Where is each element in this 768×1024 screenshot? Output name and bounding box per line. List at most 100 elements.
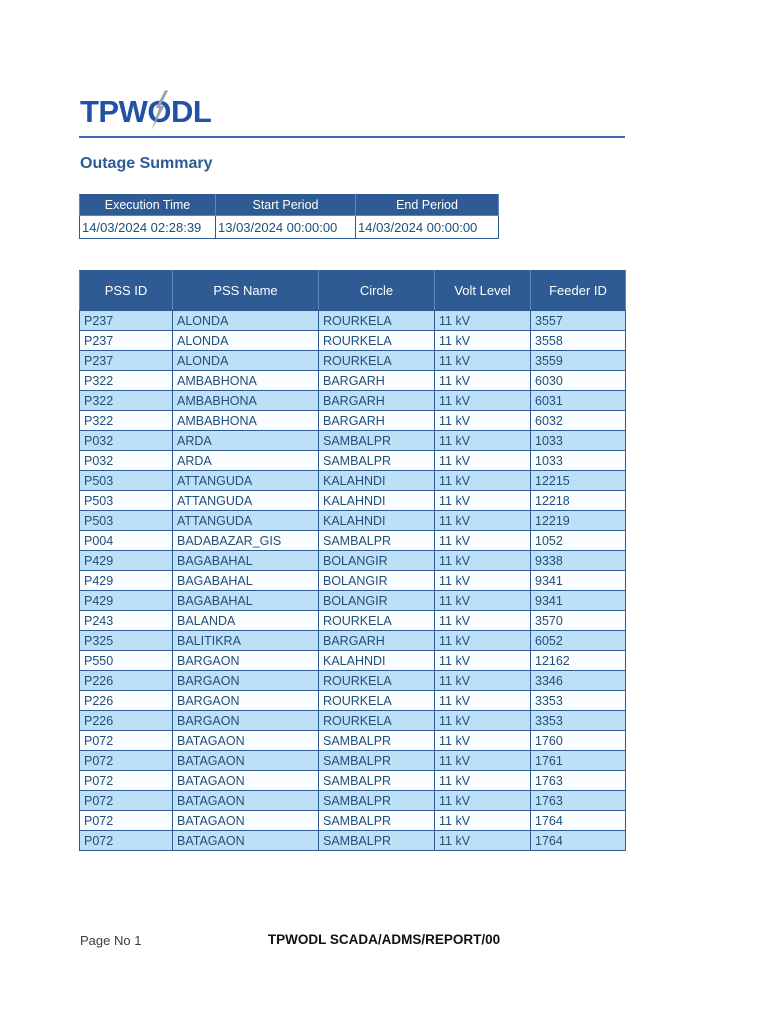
cell-circle: BOLANGIR [318,550,435,571]
logo-text-left: TPW [80,94,148,129]
cell-volt-level: 11 kV [434,750,531,771]
cell-pss-name: BALANDA [172,610,319,631]
cell-pss-id: P322 [79,370,173,391]
cell-pss-id: P550 [79,650,173,671]
cell-pss-name: BARGAON [172,670,319,691]
table-row: P032 ARDA SAMBALPR 11 kV 1033 [79,430,626,451]
cell-volt-level: 11 kV [434,450,531,471]
cell-volt-level: 11 kV [434,670,531,691]
exec-col-start-period: Start Period [215,194,356,216]
table-row: P237 ALONDA ROURKELA 11 kV 3558 [79,330,626,351]
cell-pss-name: BATAGAON [172,830,319,851]
table-row: P072 BATAGAON SAMBALPR 11 kV 1761 [79,750,626,771]
cell-pss-id: P237 [79,350,173,371]
exec-col-execution-time: Execution Time [79,194,216,216]
cell-pss-name: BATAGAON [172,770,319,791]
cell-pss-name: ATTANGUDA [172,490,319,511]
col-header-pss-name: PSS Name [172,270,319,311]
col-header-volt-level: Volt Level [434,270,531,311]
cell-volt-level: 11 kV [434,410,531,431]
cell-pss-name: BARGAON [172,710,319,731]
table-row: P550 BARGAON KALAHNDI 11 kV 12162 [79,650,626,671]
cell-pss-id: P072 [79,730,173,751]
cell-pss-id: P429 [79,550,173,571]
cell-pss-id: P032 [79,450,173,471]
cell-volt-level: 11 kV [434,690,531,711]
cell-circle: SAMBALPR [318,530,435,551]
cell-circle: BARGARH [318,390,435,411]
cell-pss-id: P226 [79,690,173,711]
cell-circle: ROURKELA [318,690,435,711]
cell-volt-level: 11 kV [434,630,531,651]
cell-circle: ROURKELA [318,710,435,731]
table-row: P429 BAGABAHAL BOLANGIR 11 kV 9338 [79,550,626,571]
cell-feeder-id: 9341 [530,590,626,611]
cell-pss-id: P503 [79,510,173,531]
cell-feeder-id: 1760 [530,730,626,751]
cell-circle: SAMBALPR [318,830,435,851]
cell-volt-level: 11 kV [434,370,531,391]
col-header-feeder-id: Feeder ID [530,270,626,311]
cell-feeder-id: 3558 [530,330,626,351]
cell-circle: KALAHNDI [318,510,435,531]
cell-pss-name: BAGABAHAL [172,570,319,591]
cell-circle: BARGARH [318,630,435,651]
cell-pss-id: P072 [79,830,173,851]
cell-feeder-id: 3346 [530,670,626,691]
cell-pss-name: ATTANGUDA [172,510,319,531]
cell-volt-level: 11 kV [434,330,531,351]
table-row: P325 BALITIKRA BARGARH 11 kV 6052 [79,630,626,651]
cell-feeder-id: 1033 [530,430,626,451]
cell-circle: SAMBALPR [318,790,435,811]
cell-pss-name: AMBABHONA [172,370,319,391]
table-row: P237 ALONDA ROURKELA 11 kV 3559 [79,350,626,371]
cell-pss-id: P237 [79,310,173,331]
cell-circle: SAMBALPR [318,450,435,471]
cell-feeder-id: 9338 [530,550,626,571]
cell-pss-name: ALONDA [172,350,319,371]
cell-circle: SAMBALPR [318,730,435,751]
page-number: Page No 1 [80,933,142,948]
cell-volt-level: 11 kV [434,350,531,371]
cell-feeder-id: 3353 [530,710,626,731]
cell-circle: BARGARH [318,410,435,431]
cell-pss-name: ARDA [172,450,319,471]
exec-header-row: Execution Time Start Period End Period [79,194,499,216]
cell-pss-name: BALITIKRA [172,630,319,651]
cell-pss-id: P226 [79,710,173,731]
cell-circle: SAMBALPR [318,430,435,451]
cell-feeder-id: 6030 [530,370,626,391]
cell-feeder-id: 3557 [530,310,626,331]
cell-pss-id: P072 [79,790,173,811]
cell-pss-id: P004 [79,530,173,551]
cell-pss-name: ATTANGUDA [172,470,319,491]
cell-pss-id: P429 [79,570,173,591]
cell-pss-id: P226 [79,670,173,691]
cell-pss-name: AMBABHONA [172,410,319,431]
col-header-pss-id: PSS ID [79,270,173,311]
cell-pss-id: P072 [79,750,173,771]
cell-volt-level: 11 kV [434,830,531,851]
cell-volt-level: 11 kV [434,570,531,591]
cell-volt-level: 11 kV [434,310,531,331]
cell-feeder-id: 12218 [530,490,626,511]
table-row: P429 BAGABAHAL BOLANGIR 11 kV 9341 [79,590,626,611]
cell-pss-id: P072 [79,770,173,791]
cell-circle: ROURKELA [318,610,435,631]
table-row: P503 ATTANGUDA KALAHNDI 11 kV 12215 [79,470,626,491]
cell-circle: KALAHNDI [318,470,435,491]
cell-pss-id: P032 [79,430,173,451]
cell-volt-level: 11 kV [434,390,531,411]
table-row: P503 ATTANGUDA KALAHNDI 11 kV 12218 [79,490,626,511]
cell-feeder-id: 1761 [530,750,626,771]
cell-volt-level: 11 kV [434,510,531,531]
cell-circle: SAMBALPR [318,770,435,791]
outage-header-row: PSS ID PSS Name Circle Volt Level Feeder… [79,270,626,311]
exec-value-row: 14/03/2024 02:28:39 13/03/2024 00:00:00 … [79,215,499,239]
cell-pss-id: P503 [79,470,173,491]
cell-pss-name: BARGAON [172,650,319,671]
cell-feeder-id: 12162 [530,650,626,671]
cell-volt-level: 11 kV [434,810,531,831]
cell-feeder-id: 6031 [530,390,626,411]
cell-feeder-id: 6032 [530,410,626,431]
